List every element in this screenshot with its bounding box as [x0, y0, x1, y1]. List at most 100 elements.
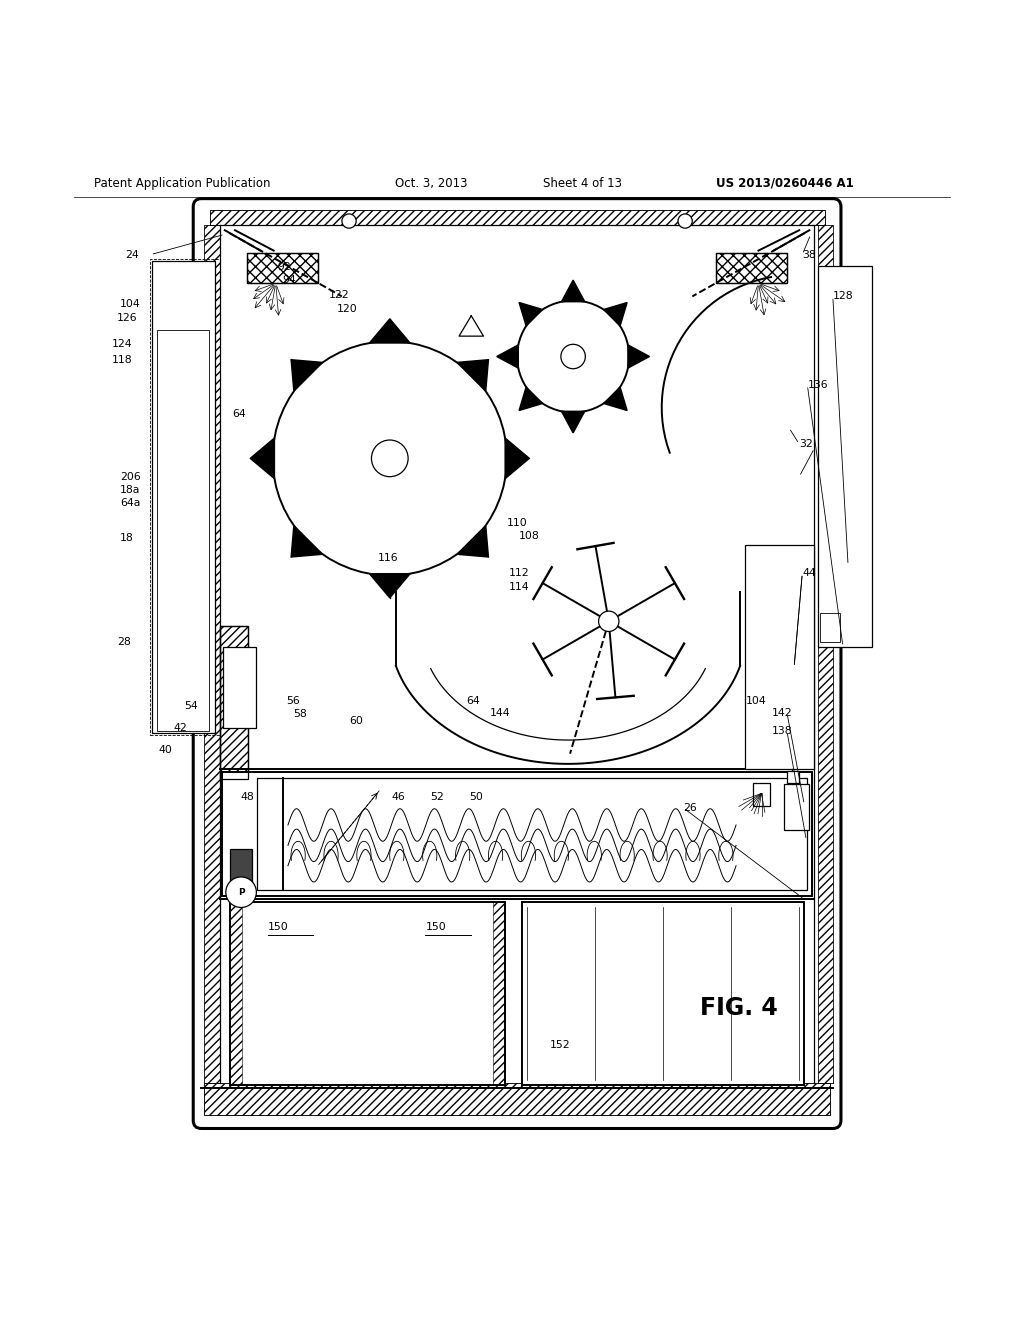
Text: 142: 142	[772, 708, 793, 718]
Polygon shape	[457, 525, 488, 557]
Bar	[817, 226, 833, 1082]
Polygon shape	[505, 438, 529, 479]
Text: 50: 50	[469, 792, 483, 803]
Bar	[493, 903, 505, 1085]
Circle shape	[342, 214, 356, 228]
Text: Oct. 3, 2013: Oct. 3, 2013	[395, 177, 467, 190]
Bar	[819, 614, 840, 642]
Text: 104: 104	[120, 298, 140, 309]
Text: 128: 128	[833, 292, 853, 301]
Bar	[157, 330, 209, 731]
Polygon shape	[497, 345, 518, 368]
Bar	[223, 647, 256, 729]
Bar	[151, 259, 220, 735]
Text: 46: 46	[392, 792, 406, 803]
Polygon shape	[291, 359, 323, 391]
Polygon shape	[603, 387, 627, 411]
Bar	[522, 903, 804, 1085]
Bar	[205, 226, 220, 1082]
Bar	[716, 252, 787, 284]
Bar	[784, 784, 809, 830]
Polygon shape	[459, 315, 483, 337]
Text: 150: 150	[425, 921, 446, 932]
Polygon shape	[457, 359, 488, 391]
Polygon shape	[250, 438, 274, 479]
Polygon shape	[603, 302, 627, 326]
Circle shape	[678, 214, 692, 228]
Bar	[754, 783, 770, 805]
Bar	[817, 265, 871, 647]
Polygon shape	[370, 319, 411, 343]
Text: 122: 122	[329, 290, 349, 301]
Text: 94: 94	[283, 275, 297, 285]
Text: 38: 38	[802, 249, 816, 260]
Text: 54: 54	[184, 701, 198, 711]
Text: 18: 18	[120, 533, 134, 543]
Bar	[205, 226, 220, 1082]
Text: 18a: 18a	[120, 484, 140, 495]
Bar	[230, 903, 505, 1085]
Bar	[257, 777, 807, 890]
Text: 42: 42	[174, 723, 187, 733]
Polygon shape	[519, 387, 543, 411]
Text: 32: 32	[799, 440, 813, 449]
Text: 58: 58	[293, 709, 307, 719]
Text: Sheet 4 of 13: Sheet 4 of 13	[543, 177, 622, 190]
Text: 40: 40	[159, 744, 172, 755]
Bar	[247, 252, 318, 284]
Bar	[222, 772, 812, 896]
Text: 120: 120	[337, 304, 357, 314]
Text: 56: 56	[286, 696, 300, 706]
Text: 24: 24	[125, 249, 138, 260]
Polygon shape	[561, 412, 585, 433]
Text: 52: 52	[430, 792, 444, 803]
Text: US 2013/0260446 A1: US 2013/0260446 A1	[716, 177, 853, 190]
Text: 126: 126	[117, 313, 137, 323]
Text: 28: 28	[117, 636, 131, 647]
Text: 64: 64	[466, 696, 480, 706]
Text: 150: 150	[267, 921, 289, 932]
Bar	[787, 771, 799, 783]
Text: 152: 152	[550, 1040, 570, 1049]
Polygon shape	[561, 280, 585, 302]
Text: 64a: 64a	[120, 498, 140, 508]
Text: 48: 48	[240, 792, 254, 803]
FancyBboxPatch shape	[194, 198, 841, 1129]
Text: 44: 44	[802, 569, 816, 578]
Text: 108: 108	[519, 531, 540, 541]
Text: FIG. 4: FIG. 4	[700, 997, 778, 1020]
Bar	[230, 903, 242, 1085]
Bar	[210, 210, 824, 226]
Polygon shape	[519, 302, 543, 326]
Text: 26: 26	[683, 803, 697, 813]
Polygon shape	[291, 525, 323, 557]
Circle shape	[517, 301, 629, 413]
Circle shape	[226, 876, 256, 907]
Bar	[230, 850, 252, 888]
Bar	[716, 252, 787, 284]
Circle shape	[372, 440, 409, 477]
Text: 116: 116	[378, 553, 398, 564]
Bar	[247, 252, 318, 284]
Text: 118: 118	[112, 355, 132, 364]
Bar	[205, 1082, 829, 1115]
Polygon shape	[628, 345, 649, 368]
Text: 136: 136	[807, 380, 828, 389]
Bar	[153, 261, 215, 734]
Text: 112: 112	[509, 569, 529, 578]
Circle shape	[272, 342, 507, 576]
Bar	[210, 210, 824, 226]
Text: 104: 104	[746, 696, 767, 706]
Text: 92: 92	[278, 261, 292, 272]
Text: Patent Application Publication: Patent Application Publication	[94, 177, 271, 190]
Text: 64: 64	[231, 408, 246, 418]
Text: 144: 144	[489, 708, 510, 718]
Bar	[220, 627, 248, 779]
Text: 110: 110	[507, 517, 527, 528]
Polygon shape	[370, 574, 411, 598]
Text: 60: 60	[349, 717, 362, 726]
Text: 114: 114	[509, 582, 529, 591]
Circle shape	[599, 611, 618, 631]
Circle shape	[561, 345, 586, 368]
Bar	[817, 226, 833, 1082]
